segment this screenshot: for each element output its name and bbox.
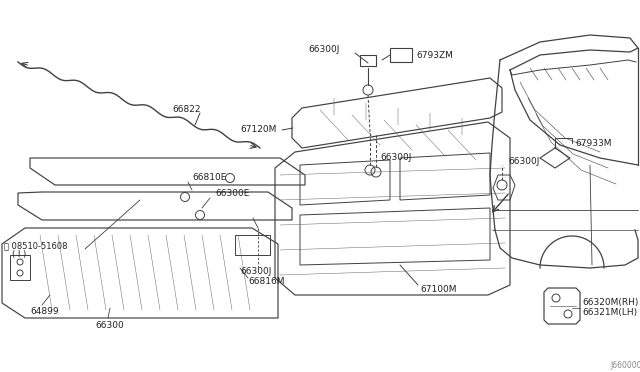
Bar <box>390 48 412 62</box>
Text: 66300E: 66300E <box>215 189 250 198</box>
Text: J6600000C: J6600000C <box>610 362 640 371</box>
Text: 66300J: 66300J <box>508 157 540 167</box>
Text: 67100M: 67100M <box>420 285 456 295</box>
Text: 67933M: 67933M <box>575 138 611 148</box>
Text: 67120M: 67120M <box>240 125 276 135</box>
Text: 66300J: 66300J <box>308 45 339 54</box>
Text: 6793ZM: 6793ZM <box>416 51 453 60</box>
Text: 66810E: 66810E <box>192 173 227 183</box>
Text: 66300: 66300 <box>95 321 124 330</box>
Text: 66822: 66822 <box>172 105 200 113</box>
Text: 64899: 64899 <box>30 308 59 317</box>
Text: Ⓢ 08510-51608: Ⓢ 08510-51608 <box>4 241 67 250</box>
Text: 66320M(RH): 66320M(RH) <box>582 298 638 308</box>
Text: ( I ): ( I ) <box>12 250 26 259</box>
Text: 66300J: 66300J <box>240 267 271 276</box>
Text: 66816M: 66816M <box>248 278 285 286</box>
Text: 66300J: 66300J <box>380 154 412 163</box>
Bar <box>360 55 376 66</box>
Text: 66321M(LH): 66321M(LH) <box>582 308 637 317</box>
